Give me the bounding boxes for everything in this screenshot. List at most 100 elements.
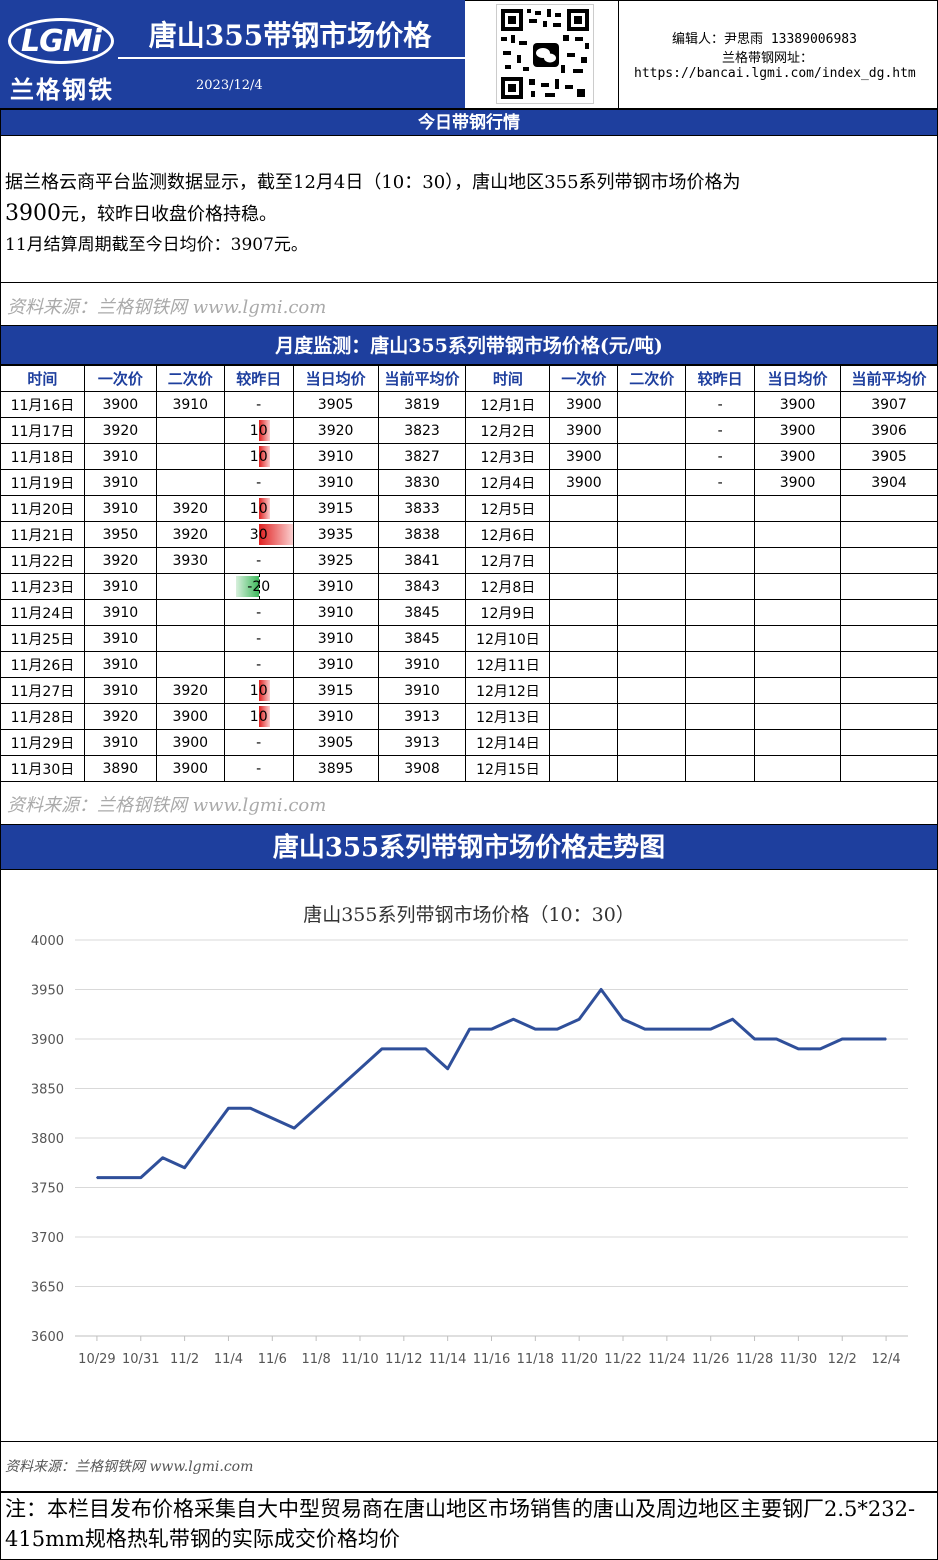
column-header: 当日均价: [292, 365, 379, 392]
table-row: 11月30日 3890 3900 - 3895 3908 12月15日: [0, 755, 938, 782]
table-cell: 3900: [549, 417, 619, 444]
table-cell: 12月15日: [465, 755, 551, 782]
table-cell: 3910: [83, 729, 157, 756]
change-cell: 10: [223, 417, 294, 444]
change-cell: 10: [223, 677, 294, 704]
data-point: [534, 1028, 537, 1030]
table-cell: 3910: [155, 391, 225, 418]
table-row: 11月17日 3920 10 3920 3823 12月2日 3900-3900 3906: [0, 417, 938, 444]
column-header: 当日均价: [754, 365, 842, 392]
change-cell: -: [223, 651, 294, 678]
table-cell: [840, 521, 938, 548]
table-cell: 3910: [83, 625, 157, 652]
table-cell: [549, 547, 619, 574]
table-row: 11月27日 3910 3920 10 3915 3910 12月12日: [0, 677, 938, 704]
table-cell: 3900: [754, 391, 842, 418]
table-cell: 3910: [83, 573, 157, 600]
y-tick-label: 3850: [31, 1083, 64, 1098]
table-row: 11月21日 3950 3920 30 3935 3838 12月6日: [0, 521, 938, 548]
data-point: [161, 1157, 164, 1159]
table-cell: [617, 391, 687, 418]
increase-bar: [258, 446, 271, 467]
table-cell: 3910: [83, 599, 157, 626]
x-tick-label: 11/20: [560, 1352, 597, 1367]
x-tick-label: 11/30: [780, 1352, 817, 1367]
table-cell: [840, 729, 938, 756]
table-cell: 3908: [377, 755, 467, 782]
change-cell: -: [223, 755, 294, 782]
decrease-bar: [236, 576, 259, 597]
column-header: 一次价: [83, 365, 157, 392]
data-point: [249, 1107, 252, 1110]
table-cell: [840, 573, 938, 600]
table-cell: 3900: [155, 729, 225, 756]
table-cell: 3910: [292, 443, 379, 470]
table-cell: 3935: [292, 521, 379, 548]
x-tick-label: 11/22: [604, 1352, 641, 1367]
table-row: 11月18日 3910 10 3910 3827 12月3日 3900-3900 3905: [0, 443, 938, 470]
table-cell: [840, 651, 938, 678]
data-point: [687, 1028, 690, 1030]
change-value: -: [256, 734, 262, 751]
table-cell: [549, 703, 619, 730]
table-cell: 3915: [292, 495, 379, 522]
table-cell: 3830: [377, 469, 467, 496]
table-cell: [549, 495, 619, 522]
table-cell: 12月6日: [465, 521, 551, 548]
column-header: 时间: [0, 365, 85, 392]
table-cell: 3841: [377, 547, 467, 574]
table-row: 11月25日 3910-3910 3845 12月10日: [0, 625, 938, 652]
x-tick-label: 11/14: [429, 1352, 466, 1367]
table-cell: 12月5日: [465, 495, 551, 522]
change-cell: [685, 755, 756, 782]
table-cell: 3910: [292, 651, 379, 678]
site-url[interactable]: https://bancai.lgmi.com/index_dg.htm: [634, 66, 916, 81]
change-cell: [685, 651, 756, 678]
change-value: -: [256, 396, 262, 413]
table-cell: 3910: [292, 469, 379, 496]
table-cell: 3925: [292, 547, 379, 574]
table-cell: [754, 651, 842, 678]
table-cell: [840, 703, 938, 730]
table-cell: 3900: [83, 391, 157, 418]
logo-text: LGMi: [21, 23, 102, 59]
change-cell: -: [223, 469, 294, 496]
table-cell: 11月20日: [0, 495, 85, 522]
table-cell: 3910: [292, 625, 379, 652]
data-point: [183, 1166, 186, 1169]
change-cell: 10: [223, 443, 294, 470]
table-cell: 3913: [377, 729, 467, 756]
change-cell: -: [223, 391, 294, 418]
change-cell: [685, 599, 756, 626]
table-cell: 3915: [292, 677, 379, 704]
series-line: [96, 988, 887, 1180]
table-cell: [754, 755, 842, 782]
table-cell: 3910: [83, 443, 157, 470]
table-cell: 12月3日: [465, 443, 551, 470]
data-point: [359, 1067, 361, 1070]
brand-name: 兰格钢铁: [10, 75, 114, 104]
y-tick-label: 3650: [31, 1281, 64, 1296]
change-cell: 30: [223, 521, 294, 548]
y-tick-label: 3600: [31, 1330, 64, 1345]
table-cell: [155, 599, 225, 626]
table-cell: [617, 417, 687, 444]
table-cell: 3920: [83, 547, 157, 574]
column-header: 二次价: [617, 365, 687, 392]
table-cell: [549, 573, 619, 600]
column-header: 较昨日: [223, 365, 294, 392]
x-tick-label: 12/2: [828, 1352, 857, 1367]
increase-bar: [258, 524, 293, 545]
table-cell: 12月1日: [465, 391, 551, 418]
table-cell: [617, 469, 687, 496]
table-cell: 3900: [754, 443, 842, 470]
change-value: -: [256, 656, 262, 673]
data-point: [731, 1018, 734, 1020]
change-value: 10: [249, 708, 268, 725]
axis-line: [258, 574, 260, 599]
table-row: 11月19日 3910-3910 3830 12月4日 3900-3900 3904: [0, 469, 938, 496]
table-cell: 3823: [377, 417, 467, 444]
table-cell: [549, 755, 619, 782]
table-cell: 3900: [155, 703, 225, 730]
table-cell: 3905: [292, 391, 379, 418]
